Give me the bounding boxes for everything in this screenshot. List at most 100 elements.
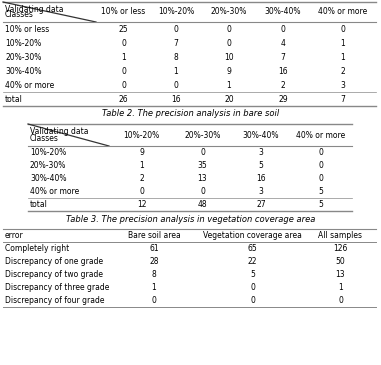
Text: 40% or more: 40% or more (30, 187, 79, 196)
Text: 0: 0 (250, 283, 255, 292)
Text: 20%-30%: 20%-30% (184, 131, 221, 139)
Text: 10% or less: 10% or less (5, 24, 49, 34)
Text: 16: 16 (278, 66, 288, 76)
Text: Classes: Classes (5, 10, 34, 19)
Text: 1: 1 (139, 161, 144, 170)
Text: 26: 26 (119, 95, 128, 104)
Text: 2: 2 (341, 66, 345, 76)
Text: 9: 9 (139, 148, 144, 157)
Text: 0: 0 (152, 296, 157, 305)
Text: 16: 16 (171, 95, 181, 104)
Text: 7: 7 (280, 53, 285, 61)
Text: 0: 0 (174, 24, 178, 34)
Text: 1: 1 (152, 283, 156, 292)
Text: 3: 3 (341, 81, 346, 89)
Text: 9: 9 (227, 66, 231, 76)
Text: 0: 0 (227, 24, 231, 34)
Text: 0: 0 (280, 24, 285, 34)
Text: 10% or less: 10% or less (101, 8, 146, 16)
Text: 40% or more: 40% or more (296, 131, 346, 139)
Text: 5: 5 (319, 200, 323, 209)
Text: 0: 0 (319, 148, 323, 157)
Text: total: total (5, 95, 23, 104)
Text: 0: 0 (121, 38, 126, 47)
Text: 1: 1 (341, 38, 345, 47)
Text: 126: 126 (333, 244, 348, 253)
Text: 2: 2 (139, 174, 144, 183)
Text: 20%-30%: 20%-30% (30, 161, 66, 170)
Text: error: error (5, 231, 24, 240)
Text: 0: 0 (338, 296, 343, 305)
Text: 0: 0 (139, 187, 144, 196)
Text: 0: 0 (319, 174, 323, 183)
Text: 61: 61 (149, 244, 159, 253)
Text: 7: 7 (341, 95, 346, 104)
Text: 30%-40%: 30%-40% (5, 66, 42, 76)
Text: 0: 0 (227, 38, 231, 47)
Text: 29: 29 (278, 95, 288, 104)
Text: 1: 1 (227, 81, 231, 89)
Text: 5: 5 (250, 270, 255, 279)
Text: 1: 1 (121, 53, 126, 61)
Text: 13: 13 (198, 174, 207, 183)
Text: 10: 10 (224, 53, 234, 61)
Text: 8: 8 (174, 53, 178, 61)
Text: 3: 3 (259, 187, 263, 196)
Text: Table 3. The precision analysis in vegetation coverage area: Table 3. The precision analysis in veget… (66, 215, 315, 223)
Text: 35: 35 (198, 161, 207, 170)
Text: 0: 0 (200, 187, 205, 196)
Text: 16: 16 (256, 174, 266, 183)
Text: 5: 5 (259, 161, 263, 170)
Text: 13: 13 (336, 270, 345, 279)
Text: 10%-20%: 10%-20% (123, 131, 160, 139)
Text: 50: 50 (336, 257, 345, 266)
Text: 0: 0 (200, 148, 205, 157)
Text: 27: 27 (256, 200, 266, 209)
Text: 30%-40%: 30%-40% (243, 131, 279, 139)
Text: Discrepancy of two grade: Discrepancy of two grade (5, 270, 103, 279)
Text: Table 2. The precision analysis in bare soil: Table 2. The precision analysis in bare … (102, 110, 279, 119)
Text: 1: 1 (174, 66, 178, 76)
Text: 20%-30%: 20%-30% (5, 53, 42, 61)
Text: 28: 28 (149, 257, 159, 266)
Text: Classes: Classes (30, 134, 59, 143)
Text: 30%-40%: 30%-40% (265, 8, 301, 16)
Text: Discrepancy of four grade: Discrepancy of four grade (5, 296, 104, 305)
Text: 5: 5 (319, 187, 323, 196)
Text: 8: 8 (152, 270, 156, 279)
Text: 40% or more: 40% or more (5, 81, 54, 89)
Text: 65: 65 (248, 244, 258, 253)
Text: 1: 1 (341, 53, 345, 61)
Text: Discrepancy of one grade: Discrepancy of one grade (5, 257, 103, 266)
Text: Vegetation coverage area: Vegetation coverage area (203, 231, 302, 240)
Text: 0: 0 (341, 24, 346, 34)
Text: 48: 48 (198, 200, 207, 209)
Text: 30%-40%: 30%-40% (30, 174, 67, 183)
Text: 20%-30%: 20%-30% (211, 8, 247, 16)
Text: Validating data: Validating data (5, 5, 64, 14)
Text: total: total (30, 200, 48, 209)
Text: 0: 0 (319, 161, 323, 170)
Text: 10%-20%: 10%-20% (30, 148, 66, 157)
Text: 0: 0 (250, 296, 255, 305)
Text: 4: 4 (280, 38, 285, 47)
Text: Completely right: Completely right (5, 244, 69, 253)
Text: Discrepancy of three grade: Discrepancy of three grade (5, 283, 109, 292)
Text: 10%-20%: 10%-20% (5, 38, 41, 47)
Text: 0: 0 (174, 81, 178, 89)
Text: 40% or more: 40% or more (319, 8, 368, 16)
Text: Validating data: Validating data (30, 127, 88, 136)
Text: All samples: All samples (319, 231, 362, 240)
Text: 0: 0 (121, 81, 126, 89)
Text: 0: 0 (121, 66, 126, 76)
Text: 1: 1 (338, 283, 343, 292)
Text: 3: 3 (259, 148, 263, 157)
Text: 22: 22 (248, 257, 257, 266)
Text: 25: 25 (119, 24, 128, 34)
Text: 10%-20%: 10%-20% (158, 8, 194, 16)
Text: 7: 7 (174, 38, 178, 47)
Text: 12: 12 (137, 200, 146, 209)
Text: 20: 20 (224, 95, 234, 104)
Text: Bare soil area: Bare soil area (128, 231, 180, 240)
Text: 2: 2 (281, 81, 285, 89)
